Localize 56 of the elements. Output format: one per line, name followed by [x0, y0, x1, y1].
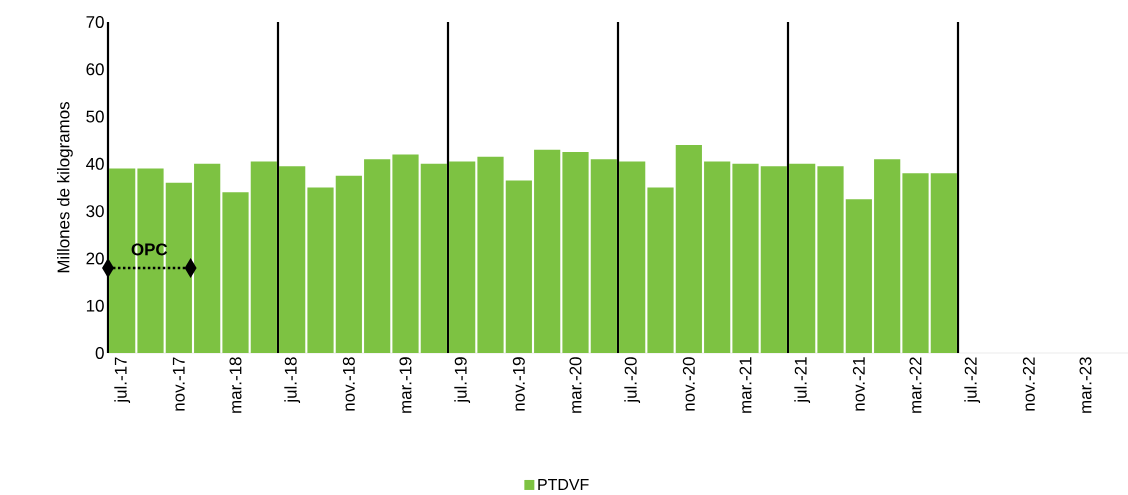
x-tick-label: nov.-19 — [512, 357, 525, 411]
x-tick-label: jul.-17 — [114, 357, 131, 404]
bar — [647, 187, 674, 353]
bar — [760, 166, 787, 353]
y-tick-label: 60 — [86, 63, 104, 76]
bar — [902, 173, 929, 353]
x-tick-label: jul.-18 — [284, 357, 301, 404]
bar — [817, 166, 844, 353]
x-tick-label: mar.-18 — [229, 357, 242, 413]
bar — [364, 159, 391, 353]
bar — [505, 180, 532, 353]
bar — [449, 161, 476, 353]
x-tick-label: jul.-21 — [794, 357, 811, 404]
x-tick-label: jul.-19 — [454, 357, 471, 404]
y-tick-label: 10 — [86, 299, 104, 312]
y-tick-label: 20 — [86, 252, 104, 265]
x-tick-label: mar.-19 — [399, 357, 412, 413]
bar — [222, 192, 249, 353]
legend-label: PTDVF — [538, 478, 589, 490]
bar — [675, 144, 702, 353]
x-tick-label: nov.-17 — [172, 357, 185, 411]
x-tick-label: nov.-20 — [682, 357, 695, 411]
y-tick-label: 30 — [86, 205, 104, 218]
bar — [194, 163, 221, 353]
x-tick-label: mar.-20 — [569, 357, 582, 413]
bar — [279, 166, 306, 353]
x-tick-label: nov.-18 — [342, 357, 355, 411]
x-tick-label: nov.-22 — [1022, 357, 1035, 411]
bar — [534, 149, 561, 353]
bar — [165, 182, 192, 353]
bar — [789, 163, 816, 353]
x-tick-label: mar.-23 — [1079, 357, 1092, 413]
bar — [307, 187, 334, 353]
y-tick-label: 0 — [95, 347, 104, 359]
x-tick-label: nov.-21 — [852, 357, 865, 411]
bar — [250, 161, 277, 353]
y-tick-label: 40 — [86, 157, 104, 170]
bar — [335, 175, 362, 353]
y-tick-label: 50 — [86, 110, 104, 123]
bar — [930, 173, 957, 353]
x-tick-label: jul.-22 — [964, 357, 981, 404]
bar — [392, 154, 419, 353]
x-tick-label: mar.-21 — [739, 357, 752, 413]
bar — [477, 156, 504, 353]
y-tick-label: 70 — [86, 16, 104, 28]
bar — [590, 159, 617, 353]
bar — [704, 161, 731, 353]
bar — [845, 199, 872, 353]
bar — [874, 159, 901, 353]
bar — [732, 163, 759, 353]
x-tick-label: mar.-22 — [909, 357, 922, 413]
bar — [420, 163, 447, 353]
x-tick-label: jul.-20 — [624, 357, 641, 404]
bar — [619, 161, 646, 353]
y-axis-title: Millones de kilogramos — [57, 102, 73, 273]
bar — [562, 152, 589, 353]
